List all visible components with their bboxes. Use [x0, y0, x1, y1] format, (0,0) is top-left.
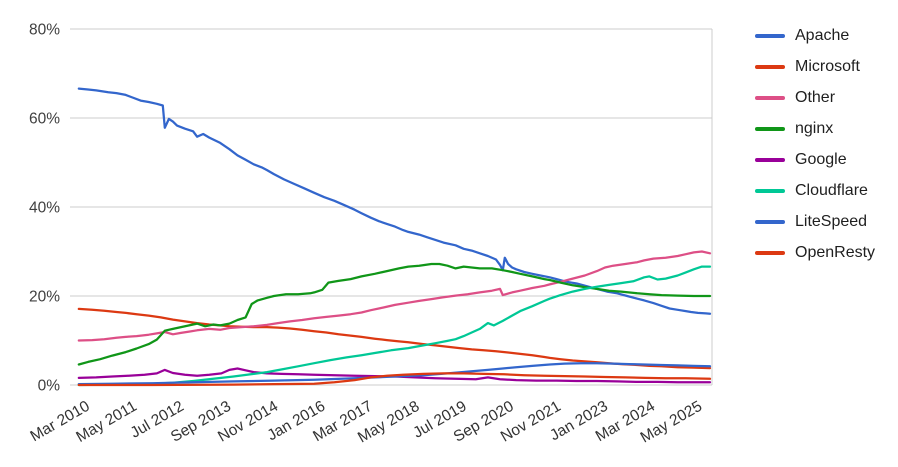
series-line-apache	[77, 87, 712, 315]
legend-item-litespeed: LiteSpeed	[755, 212, 875, 232]
legend-swatch	[755, 127, 785, 131]
legend-label: Other	[795, 89, 836, 106]
legend-label: OpenResty	[795, 244, 876, 261]
legend-swatch	[755, 96, 785, 100]
legend-label: nginx	[795, 120, 834, 137]
legend-label: Google	[795, 151, 847, 168]
series-line-openresty	[77, 372, 712, 387]
series-line-nginx	[77, 262, 712, 366]
legend-item-apache: Apache	[755, 26, 875, 46]
legend-item-openresty: OpenResty	[755, 243, 875, 263]
series-line-other	[77, 250, 712, 342]
series-line-google	[77, 367, 712, 384]
y-tick-label: 20%	[29, 289, 60, 306]
y-tick-label: 0%	[38, 378, 61, 395]
series-line-cloudflare	[77, 265, 712, 387]
legend-label: Apache	[795, 27, 850, 44]
legend-swatch	[755, 65, 785, 69]
legend-item-cloudflare: Cloudflare	[755, 181, 875, 201]
legend-item-other: Other	[755, 88, 875, 108]
legend-item-google: Google	[755, 150, 875, 170]
legend-label: LiteSpeed	[795, 213, 868, 230]
legend-item-microsoft: Microsoft	[755, 57, 875, 77]
legend: Apache Microsoft Other nginx Google Cloudflar…	[755, 26, 875, 263]
y-tick-label: 80%	[29, 22, 60, 39]
legend-swatch	[755, 220, 785, 224]
legend-label: Microsoft	[795, 58, 860, 75]
series-line-microsoft	[77, 307, 712, 370]
series-line-litespeed	[77, 362, 712, 386]
legend-swatch	[755, 34, 785, 38]
y-tick-label: 40%	[29, 200, 60, 217]
legend-swatch	[755, 251, 785, 255]
legend-item-nginx: nginx	[755, 119, 875, 139]
legend-label: Cloudflare	[795, 182, 868, 199]
legend-swatch	[755, 158, 785, 162]
y-tick-label: 60%	[29, 111, 60, 128]
legend-swatch	[755, 189, 785, 193]
